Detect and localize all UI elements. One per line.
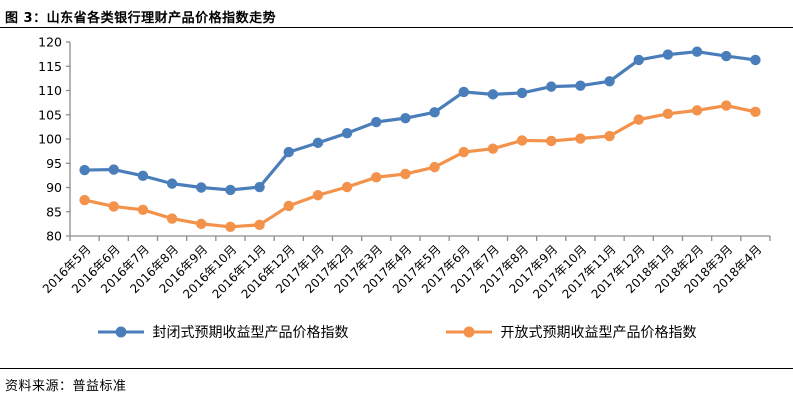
legend-item-open: 开放式预期收益型产品价格指数 xyxy=(445,322,697,342)
svg-text:115: 115 xyxy=(38,59,62,74)
svg-text:120: 120 xyxy=(38,35,62,50)
svg-text:90: 90 xyxy=(46,180,62,195)
figure-footer: 资料来源：普益标准 xyxy=(0,368,793,402)
chart-area: 80 85 90 95 100 105 110 115 120 2016年5月 2016年6月 201… xyxy=(0,28,793,316)
legend-label-closed: 封闭式预期收益型产品价格指数 xyxy=(152,325,349,341)
data-source-text: 资料来源：普益标准 xyxy=(5,379,127,394)
chart-svg: 808590951001051101151202016年5月2016年6月201… xyxy=(38,35,771,301)
legend-item-closed: 封闭式预期收益型产品价格指数 xyxy=(97,322,349,342)
svg-text:85: 85 xyxy=(46,204,62,219)
svg-text:100: 100 xyxy=(38,132,62,147)
chart-legend: 封闭式预期收益型产品价格指数 开放式预期收益型产品价格指数 xyxy=(0,316,793,348)
svg-text:105: 105 xyxy=(38,107,62,122)
svg-text:80: 80 xyxy=(46,229,62,244)
svg-text:110: 110 xyxy=(38,83,62,98)
svg-text:95: 95 xyxy=(46,156,62,171)
legend-label-open: 开放式预期收益型产品价格指数 xyxy=(500,325,697,341)
title-divider xyxy=(0,27,793,28)
line-dot-marker-icon xyxy=(445,326,492,338)
figure-title: 图 3：山东省各类银行理财产品价格指数走势 xyxy=(5,11,277,26)
source-divider xyxy=(0,368,793,369)
line-dot-marker-icon xyxy=(97,326,144,338)
